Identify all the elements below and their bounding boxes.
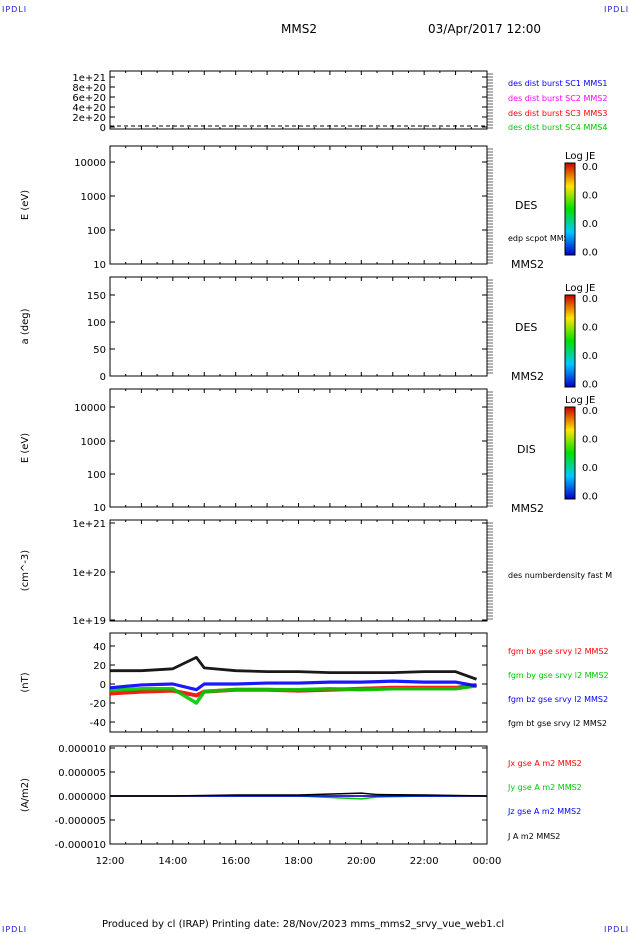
panel-2-ylabel: a (deg) <box>20 308 31 344</box>
panel-2-ytick-label: 50 <box>93 345 106 356</box>
panel-2-colorbar <box>564 294 576 388</box>
panel-0-ytick-label: 2e+20 <box>72 113 106 124</box>
panel-1-colorbar-tick: 0.0 <box>582 219 598 230</box>
panel-2-ytick-label: 150 <box>87 291 106 302</box>
panel-5-ytick-label: -40 <box>90 718 106 729</box>
panel-3-colorbar-title: Log JE <box>565 395 595 406</box>
panel-5-legend-entry: fgm bz gse srvy l2 MMS2 <box>508 695 608 704</box>
panel-0-legend-entry: des dist burst SC3 MMS3 <box>508 109 607 118</box>
series-J-line <box>110 792 488 797</box>
panel-3-frame <box>109 388 488 508</box>
panel-1-ytick-label: 100 <box>87 226 106 237</box>
panel-5-legend-entry: fgm bt gse srvy l2 MMS2 <box>508 719 607 728</box>
panel-3-species-label: DIS <box>517 443 536 456</box>
panel-0-ytick-label: 4e+20 <box>72 103 106 114</box>
panel-3-ytick-label: 10 <box>93 503 106 514</box>
panel-5-ylabel: (nT) <box>20 672 31 692</box>
panel-3-ylabel: E (eV) <box>20 433 31 463</box>
x-axis-tick-label: 00:00 <box>473 856 502 867</box>
panel-2-colorbar-tick: 0.0 <box>582 294 598 305</box>
panel-6-legend-entry: Jy gse A m2 MMS2 <box>507 783 582 792</box>
x-axis-tick-label: 18:00 <box>284 856 313 867</box>
panel-2-colorbar-title: Log JE <box>565 283 595 294</box>
panel-1-colorbar-tick: 0.0 <box>582 248 598 259</box>
panel-6-ytick-label: 0.000005 <box>58 768 106 779</box>
series-bt-line <box>110 656 478 681</box>
panel-1-species-label: DES <box>515 199 537 212</box>
series-by-line <box>109 684 477 705</box>
panel-1-ytick-label: 10 <box>93 260 106 271</box>
corner-mark-top-right: IPDLI <box>604 5 630 14</box>
panel-5-ytick-label: 0 <box>100 680 106 691</box>
panel-0-legend-entry: des dist burst SC4 MMS4 <box>508 123 607 132</box>
panel-6-legend-entry: Jx gse A m2 MMS2 <box>507 759 582 768</box>
panel-6-ytick-label: 0.000000 <box>58 792 106 803</box>
panel-0-ytick-label: 6e+20 <box>72 93 106 104</box>
corner-mark-bottom-right: IPDLI <box>604 925 630 934</box>
panel-0-ytick-label: 1e+21 <box>72 73 106 84</box>
panel-1-frame <box>109 145 488 265</box>
panel-0-ytick-label: 0 <box>100 123 106 134</box>
panel-1-colorbar-tick: 0.0 <box>582 162 598 173</box>
panel-3-colorbar-tick: 0.0 <box>582 406 598 417</box>
panel-2-ytick-label: 100 <box>87 318 106 329</box>
datetime-title: 03/Apr/2017 12:00 <box>428 22 542 36</box>
x-axis-tick-label: 22:00 <box>410 856 439 867</box>
panel-2-colorbar-tick: 0.0 <box>582 323 598 334</box>
panel-6-legend-entry: J A m2 MMS2 <box>507 832 560 841</box>
footer-credit: Produced by cl (IRAP) Printing date: 28/… <box>102 919 505 930</box>
panel-6-ylabel: (A/m2) <box>20 778 31 812</box>
panel-6-ytick-label: -0.000010 <box>55 840 106 851</box>
panel-3-ytick-label: 100 <box>87 470 106 481</box>
panel-3-ytick-label: 1000 <box>81 437 106 448</box>
panel-3-tag: MMS2 <box>511 502 544 515</box>
panel-0-legend-entry: des dist burst SC1 MMS1 <box>508 79 607 88</box>
panel-5-ytick-label: -20 <box>90 699 106 710</box>
panel-3-colorbar-tick: 0.0 <box>582 463 598 474</box>
panel-2-tag: MMS2 <box>511 370 544 383</box>
panel-4-ytick-label: 1e+20 <box>72 568 106 579</box>
spacecraft-title: MMS2 <box>281 22 317 36</box>
panel-0-ytick-label: 8e+20 <box>72 83 106 94</box>
panel-5-ytick-label: 20 <box>93 661 106 672</box>
x-axis-tick-label: 16:00 <box>221 856 250 867</box>
panel-1-overlay-label: edp scpot MMS2 <box>508 234 574 243</box>
panel-2-species-label: DES <box>515 321 537 334</box>
panel-4-legend-entry: des numberdensity fast M <box>508 571 612 580</box>
panel-6-ytick-label: -0.000005 <box>55 816 106 827</box>
panel-2-frame <box>109 276 488 377</box>
corner-mark-bottom-left: IPDLI <box>2 925 28 934</box>
panel-1-colorbar-tick: 0.0 <box>582 191 598 202</box>
panel-2-colorbar-tick: 0.0 <box>582 380 598 391</box>
panel-3-colorbar-tick: 0.0 <box>582 435 598 446</box>
series-bz-line <box>109 679 477 692</box>
panel-5-legend-entry: fgm by gse srvy l2 MMS2 <box>508 671 609 680</box>
panel-2-colorbar-tick: 0.0 <box>582 351 598 362</box>
panel-5-ytick-label: 40 <box>93 642 106 653</box>
panel-1-tag: MMS2 <box>511 258 544 271</box>
panel-3-colorbar <box>564 406 576 500</box>
panel-4-frame <box>109 519 488 622</box>
panel-1-ylabel: E (eV) <box>20 190 31 220</box>
panel-5-legend-entry: fgm bx gse srvy l2 MMS2 <box>508 647 609 656</box>
panel-1-ytick-label: 10000 <box>74 158 106 169</box>
panel-4-ytick-label: 1e+19 <box>72 616 106 627</box>
x-axis-tick-label: 14:00 <box>158 856 187 867</box>
panel-3-colorbar-tick: 0.0 <box>582 492 598 503</box>
panel-1-colorbar-title: Log JE <box>565 151 595 162</box>
panel-0-frame <box>109 70 488 130</box>
panel-6-legend-entry: Jz gse A m2 MMS2 <box>507 807 581 816</box>
x-axis-tick-label: 20:00 <box>347 856 376 867</box>
panel-4-ytick-label: 1e+21 <box>72 519 106 530</box>
panel-3-ytick-label: 10000 <box>74 403 106 414</box>
x-axis-tick-label: 12:00 <box>96 856 125 867</box>
panel-2-ytick-label: 0 <box>100 372 106 383</box>
panel-1-ytick-label: 1000 <box>81 192 106 203</box>
corner-mark-top-left: IPDLI <box>2 5 28 14</box>
panel-4-ylabel: (cm^-3) <box>20 550 31 591</box>
panel-1-colorbar <box>564 162 576 256</box>
panel-0-legend-entry: des dist burst SC2 MMS2 <box>508 94 607 103</box>
panel-6-ytick-label: 0.000010 <box>58 744 106 755</box>
